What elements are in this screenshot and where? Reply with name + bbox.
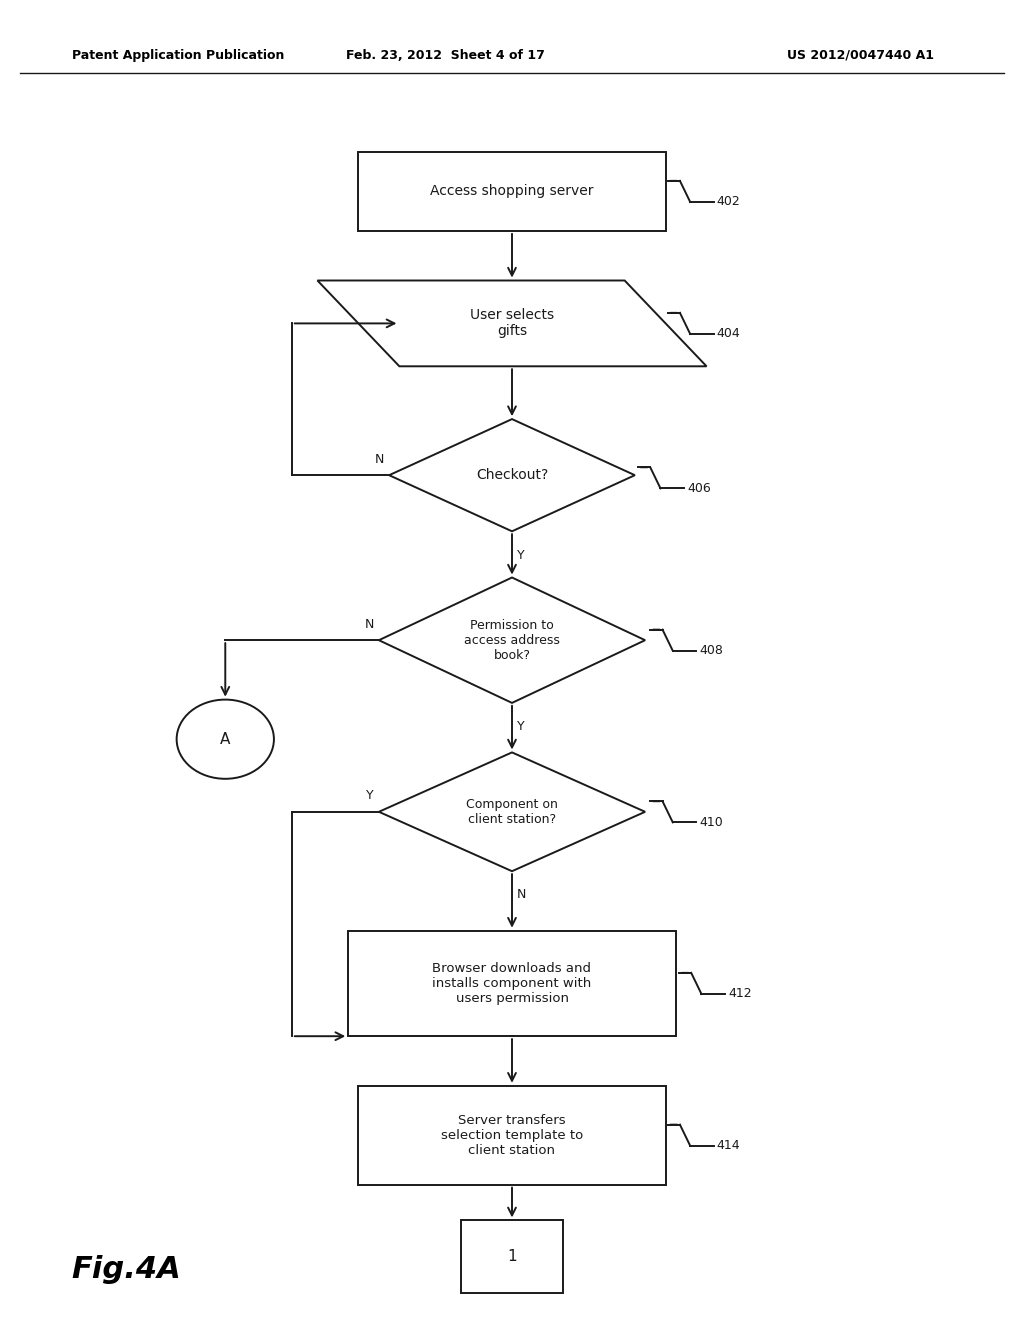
Text: Checkout?: Checkout? (476, 469, 548, 482)
Text: Patent Application Publication: Patent Application Publication (72, 49, 284, 62)
Text: Feb. 23, 2012  Sheet 4 of 17: Feb. 23, 2012 Sheet 4 of 17 (346, 49, 545, 62)
Text: 402: 402 (717, 195, 740, 209)
Text: Y: Y (517, 721, 524, 733)
Text: US 2012/0047440 A1: US 2012/0047440 A1 (786, 49, 934, 62)
Text: User selects
gifts: User selects gifts (470, 309, 554, 338)
Bar (358, 1085, 666, 1185)
Text: Component on
client station?: Component on client station? (466, 797, 558, 826)
Text: N: N (517, 888, 526, 902)
Text: 404: 404 (717, 327, 740, 341)
Text: 414: 414 (717, 1139, 740, 1152)
Text: Permission to
access address
book?: Permission to access address book? (464, 619, 560, 661)
Text: Y: Y (367, 789, 374, 803)
Polygon shape (379, 578, 645, 702)
Polygon shape (389, 420, 635, 531)
Bar (358, 152, 666, 231)
Text: A: A (220, 731, 230, 747)
Ellipse shape (176, 700, 274, 779)
Text: Fig.4A: Fig.4A (72, 1255, 181, 1284)
Text: Server transfers
selection template to
client station: Server transfers selection template to c… (441, 1114, 583, 1156)
Text: Access shopping server: Access shopping server (430, 185, 594, 198)
Text: Browser downloads and
installs component with
users permission: Browser downloads and installs component… (432, 962, 592, 1005)
Polygon shape (317, 281, 707, 366)
Text: 410: 410 (699, 816, 723, 829)
Text: N: N (375, 453, 384, 466)
Text: 412: 412 (728, 987, 752, 1001)
Polygon shape (379, 752, 645, 871)
Text: Y: Y (517, 549, 524, 561)
Text: 1: 1 (507, 1249, 517, 1265)
Bar (461, 1220, 563, 1294)
Text: 408: 408 (699, 644, 723, 657)
Text: N: N (365, 618, 374, 631)
Text: 406: 406 (687, 482, 711, 495)
Bar (348, 931, 676, 1036)
